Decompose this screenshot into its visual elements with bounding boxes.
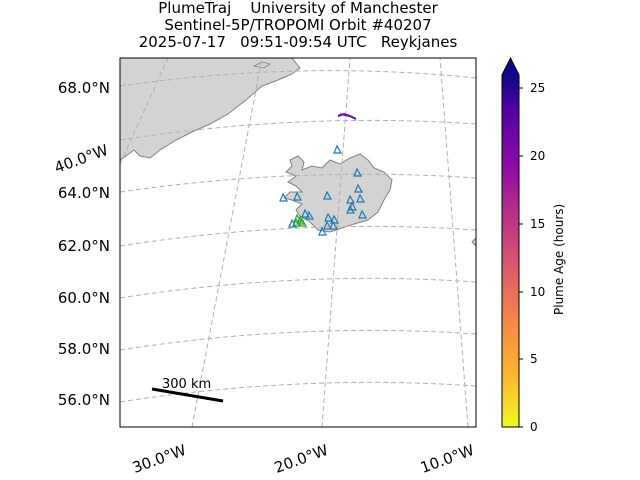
volcano-marker bbox=[346, 204, 356, 214]
volcano-marker bbox=[318, 226, 328, 236]
colorbar bbox=[501, 56, 523, 428]
coast-fragment-east bbox=[471, 237, 476, 247]
map-frame bbox=[119, 57, 477, 428]
title-line-1: PlumeTraj University of Manchester bbox=[158, 0, 438, 17]
volcano-marker bbox=[354, 183, 364, 193]
scale-bar bbox=[151, 387, 224, 403]
graticule bbox=[120, 58, 476, 427]
greenland-landmass bbox=[120, 58, 301, 161]
title-line-2: Sentinel-5P/TROPOMI Orbit #40207 bbox=[164, 16, 432, 34]
lat-label-64n: 64.0°N bbox=[57, 184, 110, 202]
volcano-marker bbox=[353, 167, 363, 177]
cb-tick-label-5: 5 bbox=[530, 352, 538, 366]
scale-bar-label: 300 km bbox=[162, 377, 212, 392]
meridian-40w bbox=[120, 58, 169, 165]
source-marker bbox=[298, 217, 308, 227]
plume-segment bbox=[339, 113, 353, 118]
title-line-3: 2025-07-17 09:51-09:54 UTC Reykjanes bbox=[138, 33, 458, 51]
cb-tick-label-15: 15 bbox=[530, 217, 546, 231]
volcano-marker bbox=[329, 220, 339, 230]
greenland-islet bbox=[252, 61, 271, 69]
cb-tick-label-0: 0 bbox=[530, 420, 538, 434]
lat-label-62n: 62.0°N bbox=[57, 237, 110, 255]
volcano-markers bbox=[279, 144, 368, 236]
volcano-marker bbox=[356, 193, 366, 203]
parallel-62n bbox=[120, 225, 476, 247]
meridian-20w bbox=[321, 58, 351, 427]
colorbar-gradient bbox=[502, 75, 519, 427]
volcano-marker bbox=[358, 209, 368, 219]
volcano-marker bbox=[333, 144, 343, 154]
colorbar-ticks bbox=[519, 87, 523, 428]
source-marker bbox=[292, 217, 302, 227]
iceland-landmass bbox=[283, 153, 393, 233]
colorbar-label: Plume Age (hours) bbox=[552, 203, 566, 315]
lat-label-68n: 68.0°N bbox=[57, 79, 110, 97]
parallel-68n bbox=[120, 70, 476, 87]
plume-trajectory bbox=[337, 112, 357, 120]
source-markers bbox=[292, 213, 308, 227]
cb-tick-label-20: 20 bbox=[530, 149, 546, 163]
cb-tick-label-25: 25 bbox=[530, 81, 546, 95]
volcano-marker bbox=[305, 210, 315, 220]
colorbar-frame bbox=[501, 56, 520, 428]
lat-label-58n: 58.0°N bbox=[57, 340, 110, 358]
parallel-56n bbox=[120, 381, 476, 403]
parallel-66n bbox=[120, 119, 476, 141]
lat-label-60n: 60.0°N bbox=[57, 289, 110, 307]
meridian-10w bbox=[439, 58, 469, 427]
lat-label-56n: 56.0°N bbox=[57, 391, 110, 409]
parallel-60n bbox=[120, 277, 476, 299]
parallel-58n bbox=[120, 329, 476, 351]
volcano-marker bbox=[279, 192, 289, 202]
volcano-marker bbox=[324, 212, 334, 222]
map-area bbox=[120, 58, 476, 427]
volcano-marker bbox=[293, 191, 303, 201]
volcano-marker bbox=[346, 194, 356, 204]
cb-tick-label-10: 10 bbox=[530, 285, 546, 299]
parallel-64n bbox=[120, 173, 476, 193]
meridian-30w bbox=[191, 58, 263, 427]
colorbar-extend-triangle bbox=[502, 58, 519, 75]
volcano-marker bbox=[330, 214, 340, 224]
volcano-marker bbox=[301, 208, 311, 218]
volcano-marker bbox=[323, 190, 333, 200]
volcano-marker bbox=[323, 220, 333, 230]
